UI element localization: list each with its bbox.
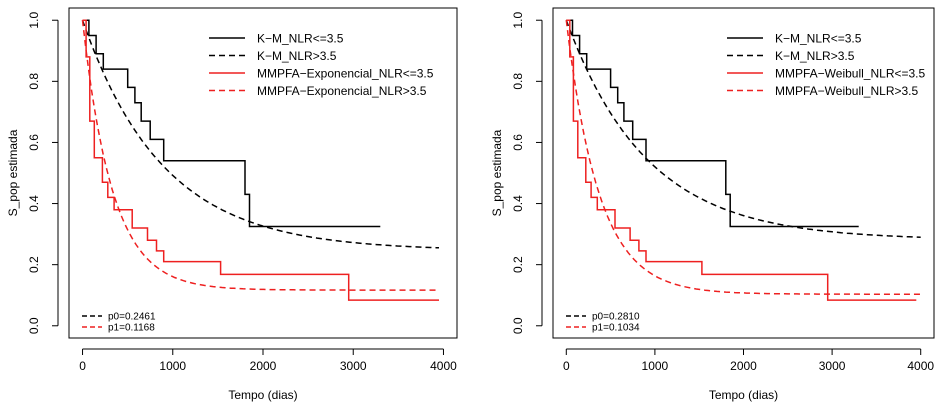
y-tick-label-2: 0.4 [27, 195, 41, 212]
y-axis: 0.0 0.2 0.4 0.6 0.8 1.0 [27, 12, 59, 334]
legend-label-3: MMPFA−Weibull_NLR<=3.5 [775, 67, 926, 81]
legend-label-3: MMPFA−Exponencial_NLR<=3.5 [257, 67, 434, 81]
series-line-4 [565, 20, 921, 295]
x-axis: 0 1000 2000 3000 4000 [563, 348, 934, 373]
plot-frame [68, 7, 458, 339]
y-tick-label-5: 1.0 [27, 12, 41, 29]
series-line-2 [565, 19, 921, 238]
x-tick-label-0: 0 [79, 359, 86, 373]
legend: K−M_NLR<=3.5 K−M_NLR>3.5 MMPFA−Weibull_NLR… [727, 32, 926, 98]
x-tick-label-0: 0 [563, 359, 570, 373]
x-tick-label-2: 2000 [730, 359, 757, 373]
series-line-1 [82, 19, 381, 228]
annotation-label-1: p0=0.2461 [108, 312, 156, 323]
plot-frame [552, 7, 935, 339]
annotation-label-2: p1=0.1034 [592, 323, 640, 334]
y-tick-label-1: 0.2 [27, 256, 41, 273]
legend-label-2: K−M_NLR>3.5 [775, 49, 855, 63]
annotation-label-2: p1=0.1168 [108, 323, 155, 334]
y-tick-label-4: 0.8 [27, 73, 41, 90]
x-tick-label-4: 4000 [907, 359, 934, 373]
x-tick-label-4: 4000 [430, 359, 457, 373]
y-tick-label-1: 0.2 [511, 256, 525, 273]
legend-label-2: K−M_NLR>3.5 [257, 49, 337, 63]
series-line-1 [566, 19, 859, 228]
legend-label-4: MMPFA−Exponencial_NLR>3.5 [257, 84, 427, 98]
annotation-label-1: p0=0.2810 [592, 312, 640, 323]
y-axis-label: S_pop estimada [6, 129, 20, 216]
y-tick-label-3: 0.6 [511, 134, 525, 151]
y-tick-label-3: 0.6 [27, 134, 41, 151]
y-tick-label-5: 1.0 [511, 12, 525, 29]
y-tick-label-2: 0.4 [511, 195, 525, 212]
series-line-3 [566, 19, 917, 301]
series-line-2 [81, 19, 440, 249]
legend-label-1: K−M_NLR<=3.5 [775, 32, 862, 46]
y-axis-label: S_pop estimada [490, 129, 504, 216]
x-axis-label: Tempo (dias) [709, 388, 778, 402]
x-tick-label-3: 3000 [340, 359, 367, 373]
x-tick-label-2: 2000 [250, 359, 277, 373]
x-tick-label-3: 3000 [819, 359, 846, 373]
series-line-4 [81, 20, 439, 291]
x-axis: 0 1000 2000 3000 4000 [79, 348, 457, 373]
legend-label-1: K−M_NLR<=3.5 [257, 32, 344, 46]
y-tick-label-0: 0.0 [27, 317, 41, 334]
y-tick-label-0: 0.0 [511, 317, 525, 334]
legend-label-4: MMPFA−Weibull_NLR>3.5 [775, 84, 919, 98]
y-axis: 0.0 0.2 0.4 0.6 0.8 1.0 [511, 12, 543, 334]
y-tick-label-4: 0.8 [511, 73, 525, 90]
series-line-3 [82, 19, 439, 301]
x-axis-label: Tempo (dias) [228, 388, 297, 402]
x-tick-label-1: 1000 [642, 359, 669, 373]
legend: K−M_NLR<=3.5 K−M_NLR>3.5 MMPFA−Exponencial… [209, 32, 434, 98]
x-tick-label-1: 1000 [159, 359, 186, 373]
